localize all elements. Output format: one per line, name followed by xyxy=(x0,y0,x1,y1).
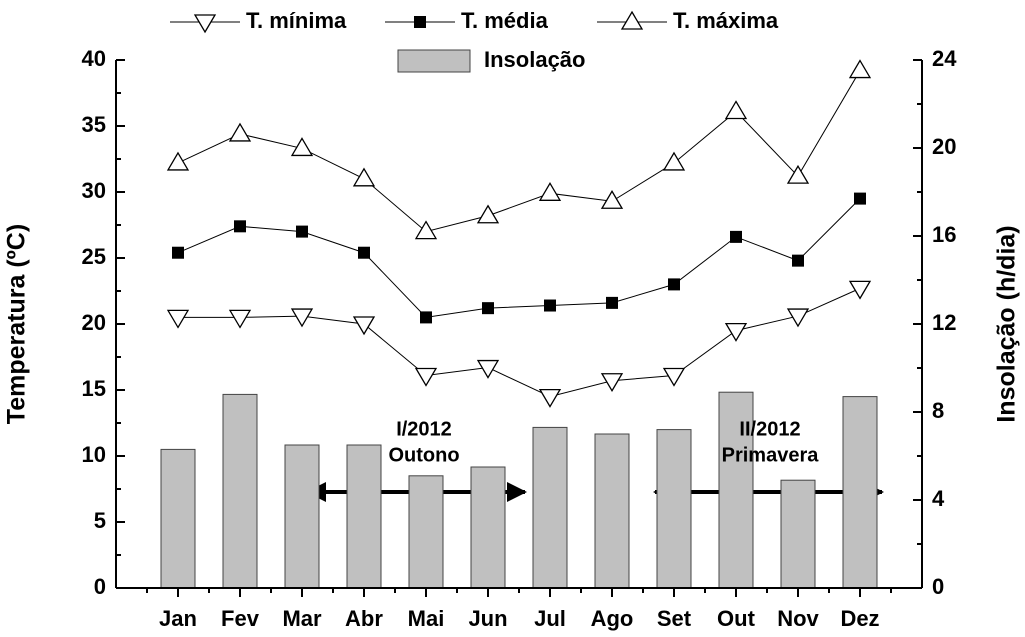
marker xyxy=(358,246,370,259)
marker xyxy=(544,299,556,312)
annotation: I/2012 xyxy=(396,418,452,440)
bar xyxy=(408,475,444,589)
marker xyxy=(786,164,810,184)
y2-tick-label: 12 xyxy=(932,310,956,335)
marker xyxy=(352,316,376,336)
marker xyxy=(414,220,438,240)
y-tick-label: 10 xyxy=(82,442,106,467)
x-tick-label: Jul xyxy=(534,606,566,631)
bar xyxy=(656,429,692,589)
y-tick-label: 25 xyxy=(82,244,106,269)
marker xyxy=(234,220,246,233)
marker xyxy=(420,311,432,324)
x-tick-label: Mai xyxy=(408,606,445,631)
marker xyxy=(476,204,500,224)
y2-tick-label: 4 xyxy=(932,486,945,511)
x-tick-label: Fev xyxy=(221,606,260,631)
marker xyxy=(166,309,190,329)
marker xyxy=(166,151,190,171)
annotation: II/2012 xyxy=(739,418,800,440)
marker xyxy=(854,192,866,205)
bar xyxy=(594,433,630,589)
bar xyxy=(346,444,382,589)
marker xyxy=(414,367,438,387)
legend-marker xyxy=(193,14,217,34)
marker xyxy=(724,322,748,342)
marker xyxy=(172,246,184,259)
marker xyxy=(786,308,810,328)
marker xyxy=(228,309,252,329)
y-tick-label: 0 xyxy=(94,574,106,599)
legend-label: T. máxima xyxy=(673,8,779,33)
bar xyxy=(222,393,258,589)
marker xyxy=(290,137,314,157)
marker xyxy=(848,59,872,79)
y2-tick-label: 20 xyxy=(932,134,956,159)
legend-marker xyxy=(620,10,644,30)
series-line xyxy=(178,287,861,398)
marker xyxy=(600,373,624,393)
bar xyxy=(780,479,816,589)
bar xyxy=(284,444,320,589)
y2-tick-label: 16 xyxy=(932,222,956,247)
marker xyxy=(228,122,252,142)
marker xyxy=(482,302,494,315)
bar xyxy=(160,448,196,589)
marker xyxy=(848,280,872,300)
y-tick-label: 20 xyxy=(82,310,106,335)
marker xyxy=(668,278,680,291)
series-line xyxy=(177,70,861,233)
legend-label: T. mínima xyxy=(246,8,347,33)
y-tick-label: 5 xyxy=(94,508,106,533)
marker xyxy=(724,100,748,120)
y-tick-label: 30 xyxy=(82,178,106,203)
marker xyxy=(352,167,376,187)
annotation: Outono xyxy=(388,444,459,466)
annotation: Primavera xyxy=(722,444,820,466)
x-tick-label: Jun xyxy=(468,606,507,631)
bar xyxy=(718,391,754,589)
marker xyxy=(538,182,562,201)
y2-tick-label: 24 xyxy=(932,46,957,71)
bar xyxy=(470,466,506,589)
bar xyxy=(532,426,568,589)
marker xyxy=(538,388,562,408)
marker xyxy=(600,189,624,209)
series-line xyxy=(177,198,861,318)
y-tick-label: 15 xyxy=(82,376,106,401)
legend-marker xyxy=(414,16,426,28)
x-tick-label: Nov xyxy=(777,606,819,631)
y2-axis-label: Insolação (h/dia) xyxy=(993,225,1021,422)
legend-label: T. média xyxy=(461,8,549,33)
y2-tick-label: 0 xyxy=(932,574,944,599)
x-tick-label: Out xyxy=(717,606,756,631)
x-tick-label: Abr xyxy=(345,606,383,631)
marker xyxy=(606,296,618,309)
x-tick-label: Mar xyxy=(282,606,322,631)
x-tick-label: Dez xyxy=(840,606,879,631)
marker xyxy=(290,308,314,328)
marker xyxy=(662,151,686,171)
marker xyxy=(476,359,500,379)
marker xyxy=(662,367,686,387)
bar xyxy=(842,396,878,589)
legend-swatch xyxy=(397,49,471,73)
x-tick-label: Set xyxy=(657,606,692,631)
marker xyxy=(296,225,308,238)
y2-tick-label: 8 xyxy=(932,398,944,423)
legend-label: Insolação xyxy=(484,47,585,72)
y-tick-label: 40 xyxy=(82,46,106,71)
marker xyxy=(730,230,742,243)
x-tick-label: Jan xyxy=(159,606,197,631)
x-tick-label: Ago xyxy=(591,606,634,631)
marker xyxy=(792,254,804,267)
y-tick-label: 35 xyxy=(82,112,106,137)
y-axis-label: Temperatura (ºC) xyxy=(3,224,31,424)
